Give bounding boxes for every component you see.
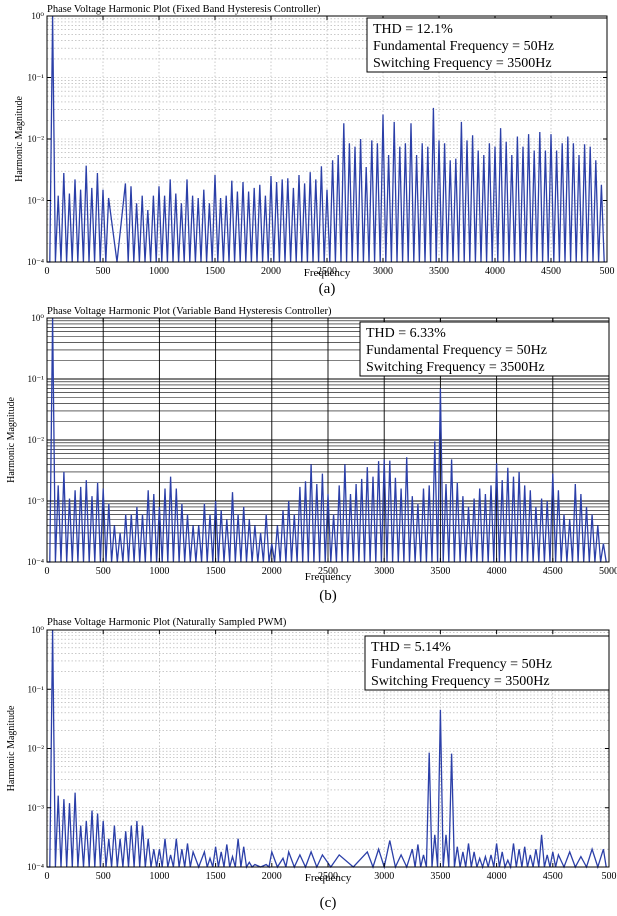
x-tick-label: 2000 xyxy=(262,871,282,882)
chart-c-fundamental-text: Fundamental Frequency = 50Hz xyxy=(371,657,552,672)
x-tick-label: 500 xyxy=(602,871,617,882)
y-tick-label: 10⁻³ xyxy=(28,196,45,206)
x-tick-label: 2000 xyxy=(261,266,281,277)
chart-c-info-box: THD = 5.14% Fundamental Frequency = 50Hz… xyxy=(364,635,610,691)
x-tick-label: 3000 xyxy=(373,266,393,277)
y-tick-label: 10⁰ xyxy=(31,11,44,21)
chart-panel-b: 0 500 1000 1500 2000 2500 3000 3500 4000 4500 5000… xyxy=(0,304,617,607)
x-tick-label: 0 xyxy=(45,266,50,277)
chart-panel-c: 0 500 1000 1500 2000 2500 3000 3500 4000 4500 500 1… xyxy=(0,613,617,911)
chart-c-thd-text: THD = 5.14% xyxy=(371,640,451,655)
chart-b-caption: (b) xyxy=(319,588,337,604)
y-tick-label: 10⁻² xyxy=(28,134,45,144)
x-tick-label: 2500 xyxy=(318,871,338,882)
y-tick-label: 10⁻¹ xyxy=(28,684,45,694)
chart-a-thd-text: THD = 12.1% xyxy=(373,22,453,37)
x-tick-label: 4500 xyxy=(543,566,563,577)
chart-a-ylabel: Harmonic Magnitude xyxy=(14,96,25,182)
chart-c-series-line xyxy=(47,629,607,870)
x-tick-label: 500 xyxy=(96,566,111,577)
x-tick-label: 2500 xyxy=(317,266,337,277)
y-tick-label: 10⁻⁴ xyxy=(27,862,44,872)
chart-b-ticks: 0 500 1000 1500 2000 2500 3000 3500 4000 4500 5000… xyxy=(27,313,617,577)
chart-a-series-line xyxy=(47,15,605,263)
x-tick-label: 4500 xyxy=(543,871,563,882)
chart-a-svg: 0 500 1000 1500 2000 2500 3000 3500 4000 4500 500 1… xyxy=(14,4,615,297)
chart-c-switching-text: Switching Frequency = 3500Hz xyxy=(371,674,550,689)
y-tick-label: 10⁻¹ xyxy=(28,374,45,384)
y-tick-label: 10⁻⁴ xyxy=(27,257,44,267)
chart-a-caption: (a) xyxy=(319,281,336,297)
x-tick-label: 1000 xyxy=(149,871,169,882)
x-tick-label: 2000 xyxy=(262,566,282,577)
x-tick-label: 4500 xyxy=(541,266,561,277)
x-tick-label: 500 xyxy=(96,871,111,882)
x-tick-label: 2500 xyxy=(318,566,338,577)
chart-c-ylabel: Harmonic Magnitude xyxy=(6,705,17,791)
x-tick-label: 500 xyxy=(600,266,615,277)
chart-b-info-box: THD = 6.33% Fundamental Frequency = 50Hz… xyxy=(359,321,610,377)
y-tick-label: 10⁻³ xyxy=(28,803,45,813)
y-tick-label: 10⁻² xyxy=(28,744,45,754)
chart-c-info-box-frame xyxy=(364,635,610,691)
y-tick-label: 10⁰ xyxy=(31,625,44,635)
x-tick-label: 5000 xyxy=(599,566,617,577)
x-tick-label: 4000 xyxy=(487,871,507,882)
y-tick-label: 10⁻¹ xyxy=(28,73,45,83)
x-tick-label: 1500 xyxy=(206,566,226,577)
x-tick-label: 1500 xyxy=(205,266,225,277)
chart-b-series-line xyxy=(47,317,607,563)
x-tick-label: 500 xyxy=(96,266,111,277)
x-tick-label: 1000 xyxy=(149,566,169,577)
chart-b-xlabel: Frequency xyxy=(305,571,352,583)
chart-b-svg: 0 500 1000 1500 2000 2500 3000 3500 4000 4500 5000… xyxy=(6,306,617,604)
chart-c-title: Phase Voltage Harmonic Plot (Naturally S… xyxy=(47,617,287,628)
chart-b-switching-text: Switching Frequency = 3500Hz xyxy=(366,360,545,375)
chart-a-xlabel: Frequency xyxy=(304,267,351,279)
chart-panel-a: 0 500 1000 1500 2000 2500 3000 3500 4000 4500 500 1… xyxy=(0,0,617,300)
y-tick-label: 10⁻² xyxy=(28,435,45,445)
x-tick-label: 3000 xyxy=(374,871,394,882)
x-tick-label: 3500 xyxy=(430,871,450,882)
chart-b-thd-text: THD = 6.33% xyxy=(366,326,446,341)
chart-a-ticks: 0 500 1000 1500 2000 2500 3000 3500 4000 4500 500 1… xyxy=(27,11,614,277)
chart-c-svg: 0 500 1000 1500 2000 2500 3000 3500 4000 4500 500 1… xyxy=(6,617,617,911)
x-tick-label: 3000 xyxy=(374,566,394,577)
chart-b-info-box-frame xyxy=(359,321,610,377)
chart-c-grid xyxy=(47,630,609,867)
chart-b-ylabel: Harmonic Magnitude xyxy=(6,397,17,483)
chart-c-caption: (c) xyxy=(320,895,337,911)
chart-b-title: Phase Voltage Harmonic Plot (Variable Ba… xyxy=(47,306,332,317)
y-tick-label: 10⁰ xyxy=(31,313,44,323)
chart-b-fundamental-text: Fundamental Frequency = 50Hz xyxy=(366,343,547,358)
y-tick-label: 10⁻⁴ xyxy=(27,557,44,567)
x-tick-label: 1000 xyxy=(149,266,169,277)
chart-c-ticks: 0 500 1000 1500 2000 2500 3000 3500 4000 4500 500 1… xyxy=(27,625,616,882)
x-tick-label: 0 xyxy=(45,566,50,577)
x-tick-label: 3500 xyxy=(429,266,449,277)
chart-a-fundamental-text: Fundamental Frequency = 50Hz xyxy=(373,39,554,54)
chart-a-info-box: THD = 12.1% Fundamental Frequency = 50Hz… xyxy=(366,17,608,73)
y-tick-label: 10⁻³ xyxy=(28,496,45,506)
chart-a-title: Phase Voltage Harmonic Plot (Fixed Band … xyxy=(47,4,321,15)
chart-a-switching-text: Switching Frequency = 3500Hz xyxy=(373,56,552,71)
chart-c-xlabel: Frequency xyxy=(305,872,352,884)
x-tick-label: 4000 xyxy=(487,566,507,577)
x-tick-label: 1500 xyxy=(206,871,226,882)
chart-a-info-box-frame xyxy=(366,17,608,73)
x-tick-label: 0 xyxy=(45,871,50,882)
x-tick-label: 4000 xyxy=(485,266,505,277)
x-tick-label: 3500 xyxy=(430,566,450,577)
